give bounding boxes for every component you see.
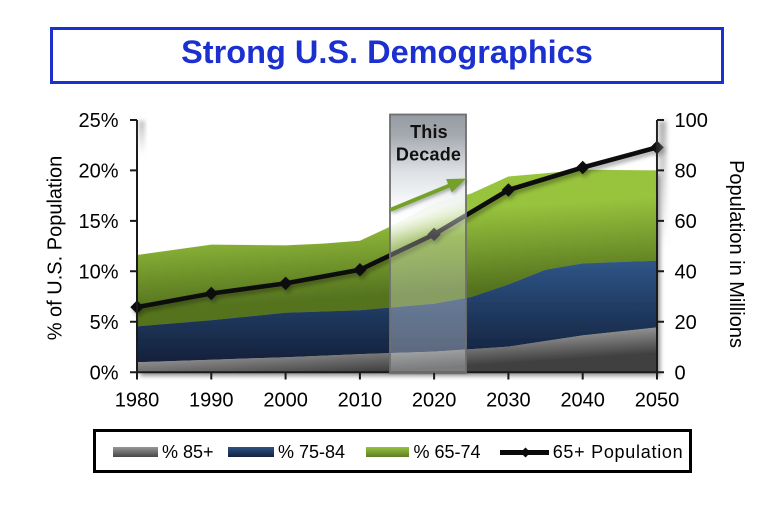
svg-text:20: 20 (675, 312, 697, 334)
svg-text:1990: 1990 (189, 390, 234, 412)
svg-text:This: This (410, 122, 448, 142)
svg-text:Population in Millions: Population in Millions (725, 160, 747, 348)
svg-text:2040: 2040 (560, 390, 605, 412)
svg-text:2050: 2050 (635, 390, 680, 412)
svg-text:2000: 2000 (263, 390, 308, 412)
svg-text:100: 100 (675, 110, 708, 132)
svg-text:0%: 0% (90, 362, 119, 384)
svg-text:1980: 1980 (115, 390, 160, 412)
svg-text:2020: 2020 (412, 390, 457, 412)
svg-text:2010: 2010 (338, 390, 383, 412)
svg-text:40: 40 (675, 261, 697, 283)
svg-text:5%: 5% (90, 312, 119, 334)
svg-text:2030: 2030 (486, 390, 531, 412)
svg-text:0: 0 (675, 362, 686, 384)
svg-text:20%: 20% (78, 160, 118, 182)
svg-text:25%: 25% (78, 110, 118, 132)
svg-text:Decade: Decade (396, 145, 461, 165)
svg-text:60: 60 (675, 211, 697, 233)
svg-text:10%: 10% (78, 261, 118, 283)
svg-text:% of U.S. Population: % of U.S. Population (45, 156, 67, 341)
svg-text:15%: 15% (78, 211, 118, 233)
svg-text:80: 80 (675, 160, 697, 182)
